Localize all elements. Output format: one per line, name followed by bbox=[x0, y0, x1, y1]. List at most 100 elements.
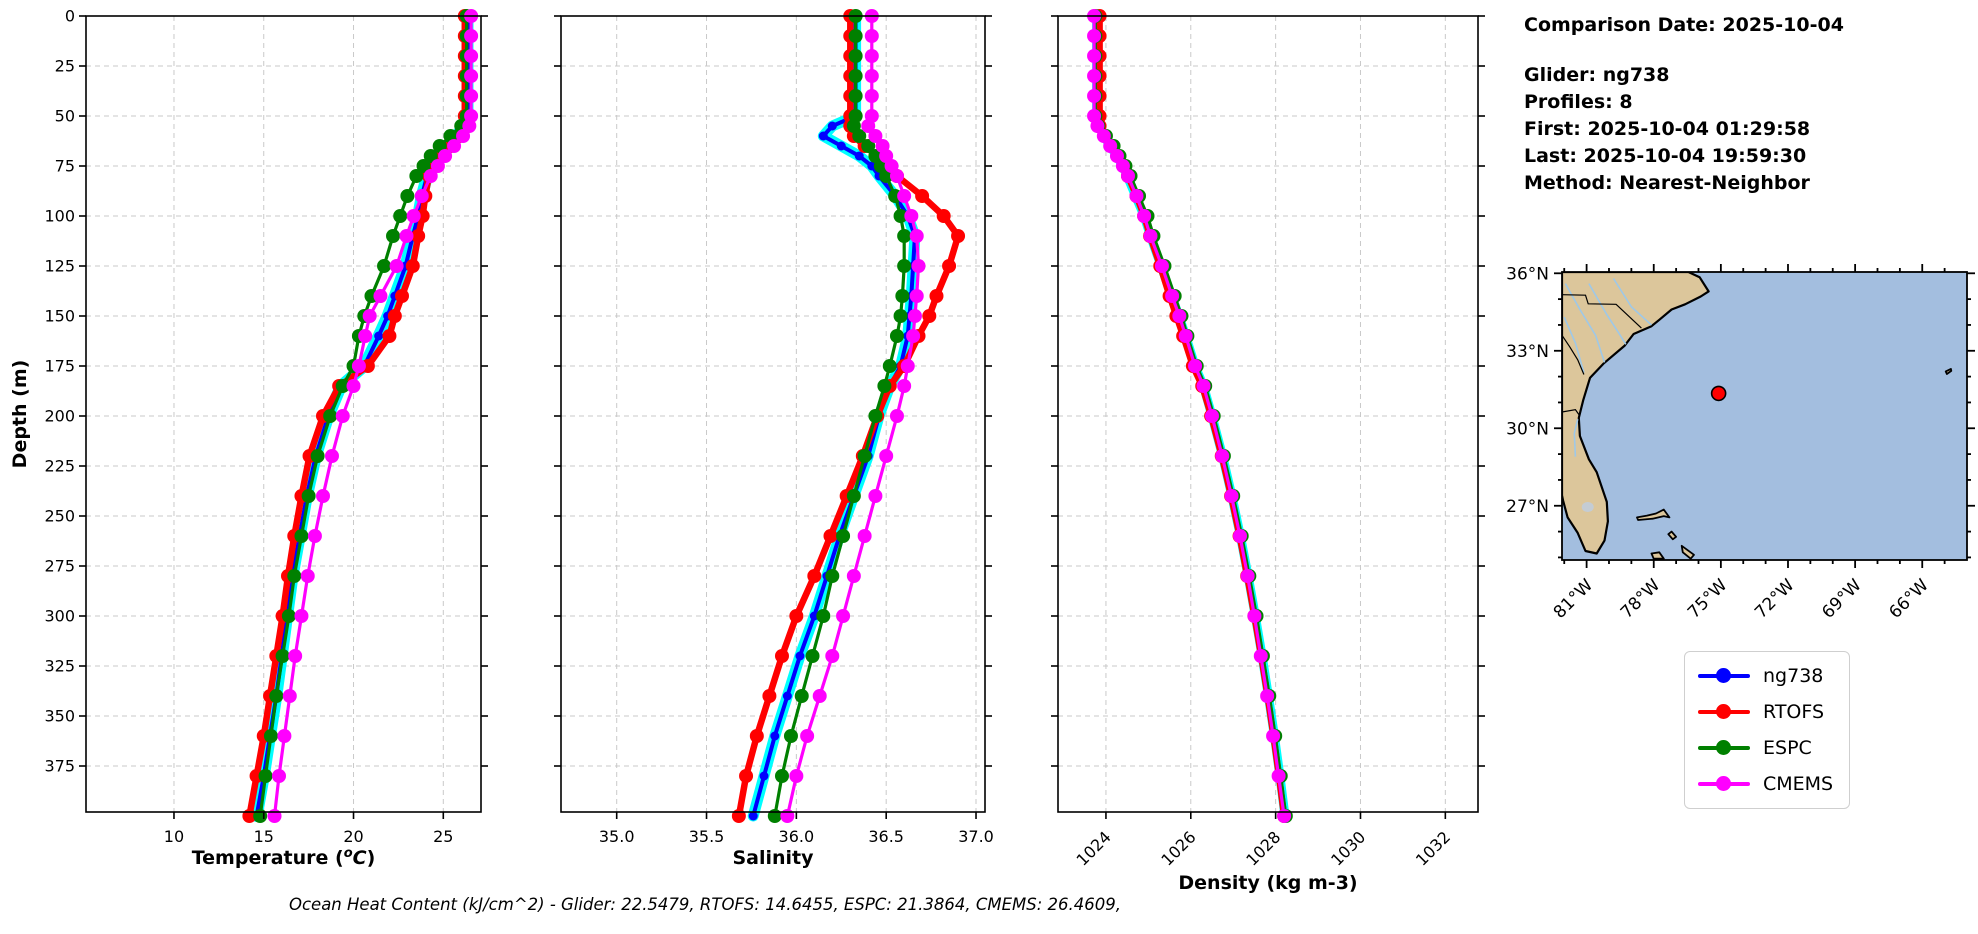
CMEMS-marker bbox=[1137, 209, 1152, 223]
x-tick-label: 1028 bbox=[1242, 827, 1284, 869]
CMEMS-marker bbox=[464, 29, 479, 43]
grid-lines bbox=[86, 15, 481, 812]
RTOFS-marker bbox=[823, 529, 838, 543]
CMEMS-marker bbox=[904, 209, 919, 223]
CMEMS-marker bbox=[1087, 29, 1102, 43]
first-profile-text: First: 2025-10-04 01:29:58 bbox=[1524, 118, 1811, 140]
ESPC-marker bbox=[857, 449, 872, 463]
CMEMS-marker bbox=[1096, 129, 1111, 143]
ESPC-marker bbox=[400, 189, 415, 203]
temperature-chart: 0 25 50 75 100 125 150 175 200 225 250 275 300 325 350… bbox=[9, 7, 488, 869]
ng738-marker bbox=[854, 151, 864, 161]
legend-marker-dot bbox=[1716, 776, 1731, 792]
lat-tick-label: 36°N bbox=[1506, 264, 1549, 284]
ESPC-marker bbox=[895, 289, 910, 303]
CMEMS-marker bbox=[406, 209, 421, 223]
CMEMS-marker bbox=[1266, 729, 1281, 743]
ESPC-marker bbox=[294, 529, 309, 543]
ng738-marker bbox=[770, 731, 780, 741]
CMEMS-marker bbox=[399, 229, 414, 243]
plot-frame bbox=[85, 15, 482, 813]
RTOFS-marker bbox=[731, 809, 746, 823]
CMEMS-marker bbox=[1224, 489, 1239, 503]
CMEMS-marker bbox=[1271, 769, 1286, 783]
CMEMS-marker bbox=[272, 769, 287, 783]
x-tick-label: 10 bbox=[164, 827, 184, 846]
CMEMS-marker bbox=[909, 229, 924, 243]
CMEMS-marker bbox=[1129, 189, 1144, 203]
ohc-footer: Ocean Heat Content (kJ/cm^2) - Glider: 2… bbox=[288, 895, 1122, 914]
x-tick-label: 36.5 bbox=[868, 827, 904, 846]
grid-lines bbox=[561, 15, 985, 812]
CMEMS-marker bbox=[282, 689, 297, 703]
ng738-marker bbox=[782, 691, 792, 701]
CMEMS-marker bbox=[464, 89, 479, 103]
ESPC-marker bbox=[889, 329, 904, 343]
plot-frame bbox=[560, 15, 986, 813]
CMEMS-marker bbox=[1165, 289, 1180, 303]
location-map: 36°N 33°N 30°N 27°N 81°W 78°W 75°W 72°W 69°W 66°W bbox=[1506, 264, 1975, 623]
lon-tick-label: 75°W bbox=[1684, 575, 1731, 622]
RTOFS-marker bbox=[915, 189, 930, 203]
ESPC-marker bbox=[848, 69, 863, 83]
depth-tick-label: 275 bbox=[44, 557, 75, 576]
land-areas bbox=[1562, 272, 1953, 560]
CMEMS-marker bbox=[879, 449, 894, 463]
RTOFS-marker bbox=[405, 259, 420, 273]
depth-tick-label: 225 bbox=[44, 457, 75, 476]
ESPC-marker bbox=[263, 729, 278, 743]
info-panel: Comparison Date: 2025-10-04 Glider: ng73… bbox=[1524, 12, 1844, 197]
ng738-marker bbox=[836, 141, 846, 151]
glider-position-dot bbox=[1710, 385, 1727, 402]
CMEMS-marker bbox=[868, 129, 883, 143]
CMEMS-marker bbox=[836, 609, 851, 623]
RTOFS-marker bbox=[762, 689, 777, 703]
depth-tick-label: 250 bbox=[44, 507, 75, 526]
CMEMS-marker bbox=[825, 649, 840, 663]
CMEMS-marker bbox=[447, 139, 462, 153]
map-frame bbox=[1561, 271, 1968, 561]
RTOFS-marker bbox=[929, 289, 944, 303]
ESPC-marker bbox=[335, 379, 350, 393]
profiles-count-text: Profiles: 8 bbox=[1524, 91, 1633, 113]
depth-tick-label: 350 bbox=[44, 707, 75, 726]
ESPC-marker bbox=[897, 259, 912, 273]
ESPC-marker bbox=[848, 49, 863, 63]
lon-tick-label: 69°W bbox=[1818, 575, 1865, 622]
CMEMS-marker bbox=[864, 49, 879, 63]
depth-tick-label: 150 bbox=[44, 307, 75, 326]
river bbox=[1612, 278, 1653, 326]
lat-tick-label: 30°N bbox=[1506, 419, 1549, 439]
CMEMS-marker bbox=[300, 569, 315, 583]
ESPC-marker bbox=[393, 209, 408, 223]
depth-tick-label: 325 bbox=[44, 657, 75, 676]
CMEMS-marker bbox=[909, 289, 924, 303]
state-border bbox=[1562, 409, 1580, 416]
ESPC-marker bbox=[816, 609, 831, 623]
lon-tick-label: 78°W bbox=[1617, 575, 1664, 622]
legend-marker-dot bbox=[1716, 668, 1731, 684]
RTOFS-marker bbox=[749, 729, 764, 743]
legend-line-sample bbox=[1698, 704, 1750, 720]
legend-marker-dot bbox=[1716, 704, 1731, 720]
RTOFS-marker bbox=[774, 649, 789, 663]
x-tick-label: 36.0 bbox=[779, 827, 815, 846]
ESPC-marker bbox=[377, 259, 392, 273]
depth-tick-label: 300 bbox=[44, 607, 75, 626]
CMEMS-marker bbox=[358, 329, 373, 343]
ESPC-marker bbox=[825, 569, 840, 583]
legend-line-sample bbox=[1698, 668, 1750, 684]
state-border bbox=[1562, 294, 1642, 329]
glider-name-text: Glider: ng738 bbox=[1524, 64, 1670, 86]
CMEMS-marker bbox=[864, 69, 879, 83]
RTOFS-marker bbox=[789, 609, 804, 623]
ESPC-marker bbox=[275, 649, 290, 663]
CMEMS-marker bbox=[789, 769, 804, 783]
CMEMS-marker bbox=[900, 359, 915, 373]
ESPC-marker bbox=[409, 169, 424, 183]
ESPC-marker bbox=[882, 359, 897, 373]
CMEMS-marker bbox=[1087, 49, 1102, 63]
legend-item-ng738: ng738 bbox=[1698, 663, 1833, 689]
depth-tick-label: 25 bbox=[55, 57, 75, 76]
